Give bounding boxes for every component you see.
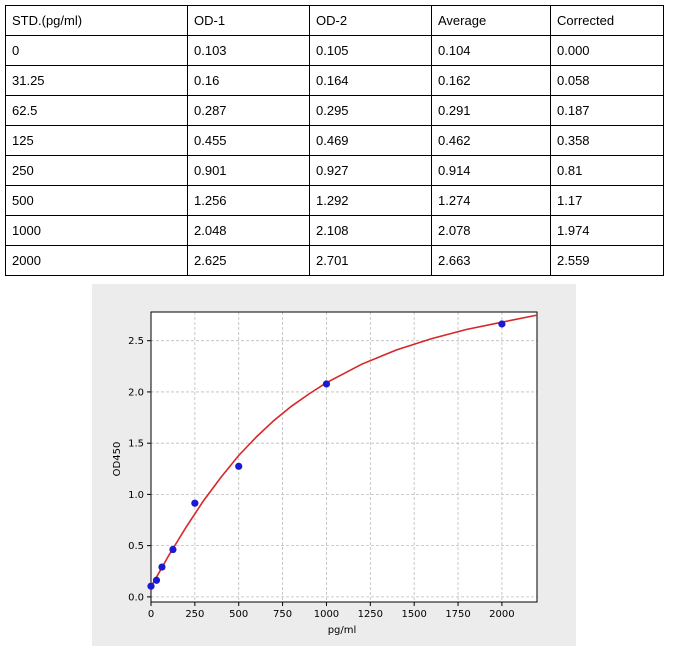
table-cell: 0.469 xyxy=(309,125,432,156)
table-cell: 0.914 xyxy=(431,155,551,186)
plot-background xyxy=(151,312,537,602)
x-tick-label: 1750 xyxy=(445,609,470,620)
grid-lines xyxy=(150,312,537,602)
plot-frame xyxy=(150,311,538,603)
data-point xyxy=(498,320,506,328)
header-average: Average xyxy=(431,5,551,36)
y-tick-label: 1.0 xyxy=(128,490,144,501)
table-row: 250 0.901 0.927 0.914 0.81 xyxy=(5,155,664,186)
table-cell: 0.16 xyxy=(187,65,310,96)
table-cell: 0.81 xyxy=(550,155,664,186)
standards-table: STD.(pg/ml) OD-1 OD-2 Average Corrected … xyxy=(5,5,664,276)
table-cell: 0.927 xyxy=(309,155,432,186)
table-cell: 0.103 xyxy=(187,35,310,66)
table-cell: 1.974 xyxy=(550,215,664,246)
table-cell: 0.104 xyxy=(431,35,551,66)
table-cell: 0.462 xyxy=(431,125,551,156)
data-point xyxy=(152,576,161,584)
y-tick-label: 1.5 xyxy=(128,439,144,450)
data-points xyxy=(147,320,506,590)
table-cell: 1000 xyxy=(5,215,188,246)
header-od2: OD-2 xyxy=(309,5,432,36)
table-row: 500 1.256 1.292 1.274 1.17 xyxy=(5,185,664,216)
table-cell: 2.559 xyxy=(550,245,664,276)
data-point xyxy=(322,380,331,388)
x-axis-label: pg/ml xyxy=(328,625,357,636)
table-cell: 31.25 xyxy=(5,65,188,96)
table-cell: 0.901 xyxy=(187,155,310,186)
table-cell: 0.000 xyxy=(550,35,664,66)
standard-curve-chart: 0 250 500 750 1000 1250 1500 1750 2000 0.0 0.5 1.0… xyxy=(92,284,576,646)
x-tick-label: 2000 xyxy=(489,609,514,620)
x-tick-label: 750 xyxy=(273,609,292,620)
table-row: 2000 2.625 2.701 2.663 2.559 xyxy=(5,245,664,276)
table-cell: 0.105 xyxy=(309,35,432,66)
table-cell: 0.455 xyxy=(187,125,310,156)
y-tick-label: 2.5 xyxy=(128,336,144,347)
data-point xyxy=(191,499,199,507)
table-row: 62.5 0.287 0.295 0.291 0.187 xyxy=(5,95,664,126)
x-tick-label: 1500 xyxy=(401,609,426,620)
table-cell: 62.5 xyxy=(5,95,188,126)
table-cell: 0 xyxy=(5,35,188,66)
chart-svg: 0 250 500 750 1000 1250 1500 1750 2000 0.0 0.5 1.0… xyxy=(112,311,538,636)
data-point xyxy=(158,563,166,571)
header-od1: OD-1 xyxy=(187,5,310,36)
x-tick-label: 1000 xyxy=(314,609,339,620)
table-cell: 2.625 xyxy=(187,245,310,276)
table-cell: 250 xyxy=(5,155,188,186)
x-tick-label: 250 xyxy=(185,609,204,620)
fit-curve xyxy=(150,314,538,587)
table-cell: 0.358 xyxy=(550,125,664,156)
table-cell: 2.663 xyxy=(431,245,551,276)
table-cell: 2.078 xyxy=(431,215,551,246)
table-row: 31.25 0.16 0.164 0.162 0.058 xyxy=(5,65,664,96)
table-cell: 0.187 xyxy=(550,95,664,126)
data-point xyxy=(235,462,243,470)
table-row: 1000 2.048 2.108 2.078 1.974 xyxy=(5,215,664,246)
x-tick-label: 0 xyxy=(148,609,154,620)
x-axis: 0 250 500 750 1000 1250 1500 1750 2000 xyxy=(148,602,515,620)
table-cell: 1.256 xyxy=(187,185,310,216)
table-cell: 2.108 xyxy=(309,215,432,246)
y-tick-label: 2.0 xyxy=(128,387,144,398)
table-cell: 1.274 xyxy=(431,185,551,216)
header-corrected: Corrected xyxy=(550,5,664,36)
table-cell: 2.701 xyxy=(309,245,432,276)
table-cell: 0.287 xyxy=(187,95,310,126)
y-tick-label: 0.5 xyxy=(128,541,144,552)
table-cell: 0.162 xyxy=(431,65,551,96)
y-tick-label: 0.0 xyxy=(128,592,144,603)
data-point xyxy=(147,582,155,590)
table-cell: 0.295 xyxy=(309,95,432,126)
data-point xyxy=(169,545,177,554)
table-cell: 2.048 xyxy=(187,215,310,246)
table-cell: 1.292 xyxy=(309,185,432,216)
table-cell: 2000 xyxy=(5,245,188,276)
table-cell: 0.164 xyxy=(309,65,432,96)
table-cell: 0.291 xyxy=(431,95,551,126)
table-header-row: STD.(pg/ml) OD-1 OD-2 Average Corrected xyxy=(5,5,664,36)
x-tick-label: 1250 xyxy=(358,609,383,620)
table-cell: 1.17 xyxy=(550,185,664,216)
table-cell: 500 xyxy=(5,185,188,216)
table-row: 0 0.103 0.105 0.104 0.000 xyxy=(5,35,664,66)
y-axis: 0.0 0.5 1.0 1.5 2.0 2.5 xyxy=(128,336,151,603)
table-row: 125 0.455 0.469 0.462 0.358 xyxy=(5,125,664,156)
table-cell: 125 xyxy=(5,125,188,156)
header-std: STD.(pg/ml) xyxy=(5,5,188,36)
x-tick-label: 500 xyxy=(229,609,248,620)
table-cell: 0.058 xyxy=(550,65,664,96)
y-axis-label: OD450 xyxy=(112,442,123,477)
